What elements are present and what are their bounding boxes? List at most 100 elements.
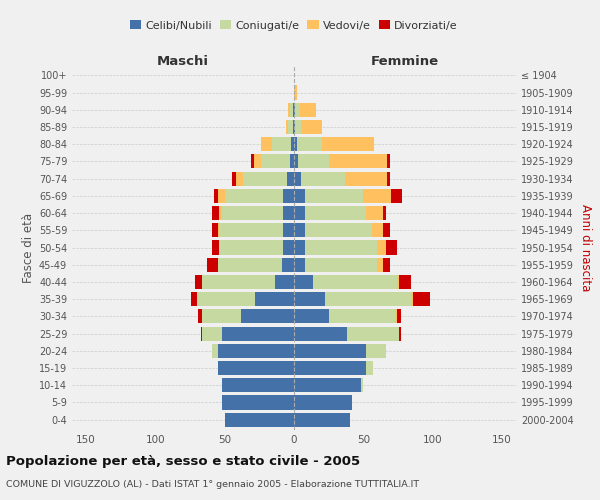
Bar bbox=[313, 275, 397, 289]
Bar bbox=[295, 120, 301, 134]
Bar bbox=[299, 102, 316, 117]
Bar bbox=[289, 102, 290, 117]
Bar bbox=[322, 137, 374, 152]
Bar bbox=[294, 137, 297, 152]
Bar bbox=[386, 240, 397, 254]
Bar bbox=[372, 223, 383, 238]
Bar bbox=[254, 154, 260, 168]
Bar bbox=[294, 172, 301, 185]
Bar bbox=[366, 206, 383, 220]
Bar bbox=[214, 189, 218, 203]
Bar bbox=[361, 378, 364, 392]
Bar bbox=[301, 172, 346, 185]
Bar bbox=[387, 172, 390, 185]
Bar bbox=[294, 86, 297, 100]
Bar bbox=[224, 412, 294, 426]
Bar bbox=[400, 326, 401, 340]
Bar bbox=[294, 344, 366, 358]
Bar bbox=[275, 275, 294, 289]
Bar bbox=[294, 223, 305, 238]
Bar bbox=[218, 189, 224, 203]
Bar bbox=[294, 102, 295, 117]
Bar bbox=[395, 310, 397, 324]
Bar bbox=[289, 120, 293, 134]
Bar bbox=[410, 292, 413, 306]
Bar bbox=[219, 206, 222, 220]
Bar bbox=[391, 189, 402, 203]
Bar bbox=[222, 206, 283, 220]
Bar bbox=[272, 137, 291, 152]
Bar bbox=[325, 292, 410, 306]
Bar bbox=[219, 223, 283, 238]
Bar bbox=[294, 292, 325, 306]
Bar bbox=[222, 396, 294, 409]
Bar bbox=[294, 154, 298, 168]
Bar bbox=[383, 206, 386, 220]
Text: Maschi: Maschi bbox=[157, 54, 209, 68]
Bar bbox=[400, 275, 410, 289]
Bar bbox=[294, 378, 361, 392]
Bar bbox=[294, 258, 305, 272]
Bar bbox=[283, 240, 294, 254]
Bar bbox=[291, 137, 294, 152]
Bar bbox=[413, 292, 430, 306]
Bar bbox=[241, 310, 294, 324]
Bar bbox=[305, 258, 377, 272]
Bar bbox=[260, 137, 272, 152]
Bar bbox=[305, 223, 372, 238]
Bar bbox=[260, 154, 290, 168]
Bar bbox=[294, 240, 305, 254]
Bar bbox=[222, 326, 294, 340]
Bar bbox=[293, 120, 294, 134]
Bar bbox=[236, 172, 242, 185]
Bar bbox=[293, 102, 294, 117]
Bar bbox=[383, 223, 390, 238]
Bar bbox=[366, 361, 373, 375]
Bar bbox=[224, 189, 283, 203]
Bar bbox=[397, 275, 400, 289]
Bar bbox=[347, 326, 400, 340]
Bar bbox=[294, 189, 305, 203]
Bar bbox=[298, 154, 329, 168]
Bar bbox=[202, 310, 241, 324]
Bar bbox=[222, 378, 294, 392]
Legend: Celibi/Nubili, Coniugati/e, Vedovi/e, Divorziati/e: Celibi/Nubili, Coniugati/e, Vedovi/e, Di… bbox=[126, 16, 462, 35]
Bar bbox=[301, 120, 322, 134]
Bar bbox=[346, 172, 387, 185]
Bar bbox=[218, 223, 219, 238]
Bar bbox=[377, 240, 386, 254]
Bar bbox=[212, 240, 219, 254]
Bar bbox=[377, 258, 383, 272]
Bar bbox=[286, 120, 289, 134]
Bar bbox=[294, 275, 313, 289]
Bar bbox=[287, 172, 294, 185]
Bar bbox=[281, 258, 294, 272]
Bar bbox=[297, 137, 322, 152]
Bar bbox=[212, 206, 219, 220]
Bar bbox=[294, 120, 295, 134]
Text: COMUNE DI VIGUZZOLO (AL) - Dati ISTAT 1° gennaio 2005 - Elaborazione TUTTITALIA.: COMUNE DI VIGUZZOLO (AL) - Dati ISTAT 1°… bbox=[6, 480, 419, 489]
Bar bbox=[218, 361, 294, 375]
Bar bbox=[197, 292, 255, 306]
Bar bbox=[364, 189, 391, 203]
Bar bbox=[329, 310, 395, 324]
Bar bbox=[397, 310, 401, 324]
Bar bbox=[305, 189, 364, 203]
Bar bbox=[305, 240, 377, 254]
Bar bbox=[218, 344, 294, 358]
Bar bbox=[196, 275, 202, 289]
Bar bbox=[212, 344, 218, 358]
Bar bbox=[251, 154, 254, 168]
Bar bbox=[202, 326, 222, 340]
Bar bbox=[283, 206, 294, 220]
Bar bbox=[218, 258, 281, 272]
Y-axis label: Fasce di età: Fasce di età bbox=[22, 212, 35, 282]
Bar bbox=[191, 292, 197, 306]
Bar bbox=[383, 258, 390, 272]
Text: Popolazione per età, sesso e stato civile - 2005: Popolazione per età, sesso e stato civil… bbox=[6, 455, 360, 468]
Bar bbox=[295, 102, 299, 117]
Bar bbox=[206, 258, 218, 272]
Y-axis label: Anni di nascita: Anni di nascita bbox=[579, 204, 592, 291]
Bar bbox=[283, 189, 294, 203]
Bar bbox=[212, 223, 218, 238]
